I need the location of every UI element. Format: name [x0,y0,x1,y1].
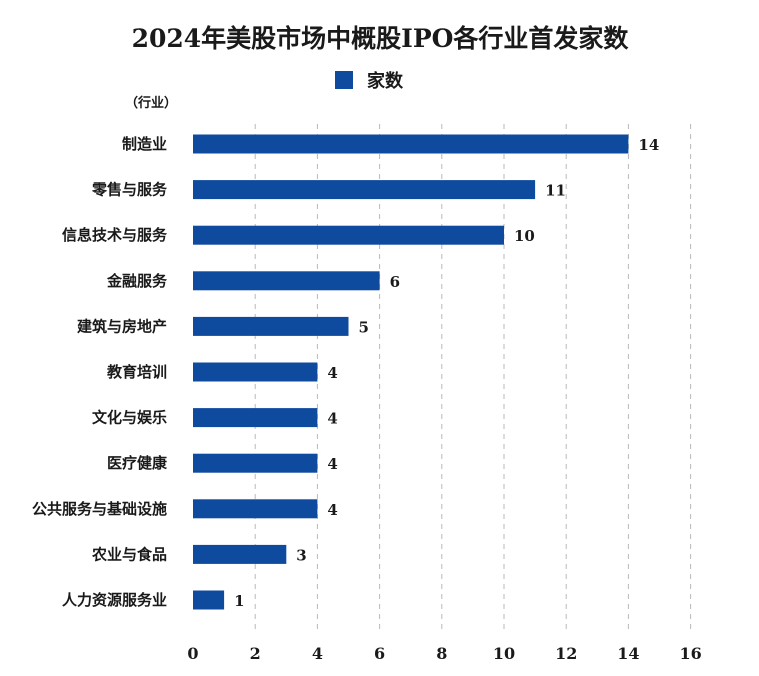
category-label-6: 文化与娱乐 [92,409,167,427]
category-label-2: 信息技术与服务 [62,226,168,244]
bar-8 [193,499,318,519]
value-label-8: 4 [327,501,337,519]
bars [193,134,629,610]
value-label-6: 4 [327,410,337,428]
chart-title: 2024年美股市场中概股IPO各行业首发家数 [132,24,630,53]
bar-10 [193,590,225,610]
value-label-10: 1 [234,592,244,610]
value-label-4: 5 [359,318,369,336]
y-axis-label: （行业） [125,95,177,111]
bar-6 [193,408,318,428]
value-label-0: 14 [638,136,659,154]
x-tick-14: 14 [617,644,639,663]
legend-swatch [335,71,353,89]
bar-4 [193,316,349,336]
value-label-5: 4 [327,364,337,382]
bar-5 [193,362,318,382]
category-label-0: 制造业 [122,135,167,153]
category-label-1: 零售与服务 [91,181,168,199]
value-label-3: 6 [390,273,400,291]
x-tick-8: 8 [436,644,447,663]
value-label-9: 3 [296,546,306,564]
x-tick-6: 6 [374,644,385,663]
category-label-4: 建筑与房地产 [77,317,167,335]
category-label-10: 人力资源服务业 [62,591,167,609]
category-label-5: 教育培训 [106,363,167,381]
category-label-3: 金融服务 [106,272,168,290]
value-label-2: 10 [514,227,535,245]
bar-9 [193,544,287,564]
bar-2 [193,225,504,245]
value-label-7: 4 [327,455,337,473]
x-tick-labels: 0 2 4 6 8 10 12 14 16 [187,644,701,663]
x-tick-4: 4 [312,644,323,663]
category-label-8: 公共服务与基础设施 [32,500,167,518]
value-labels: 14 11 10 6 5 4 4 4 4 3 1 [234,136,659,610]
legend: 家数 [335,70,404,92]
value-label-1: 11 [545,182,566,200]
gridlines [254,124,692,632]
bar-1 [193,180,536,200]
x-tick-12: 12 [555,644,577,663]
legend-label: 家数 [367,70,404,92]
category-label-9: 农业与食品 [91,545,167,563]
category-label-7: 医疗健康 [107,454,168,472]
bar-3 [193,271,380,291]
bar-7 [193,453,318,473]
x-tick-10: 10 [493,644,515,663]
x-tick-16: 16 [679,644,701,663]
x-tick-2: 2 [250,644,261,663]
x-tick-0: 0 [187,644,198,663]
bar-0 [193,134,629,154]
category-labels: 制造业零售与服务信息技术与服务金融服务建筑与房地产教育培训文化与娱乐医疗健康公共… [32,135,168,609]
